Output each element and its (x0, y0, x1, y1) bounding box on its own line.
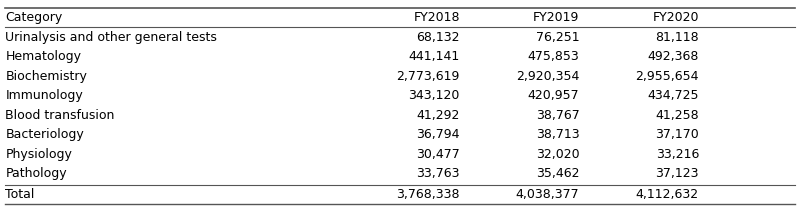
Text: 33,216: 33,216 (655, 148, 699, 161)
Text: 41,258: 41,258 (655, 109, 699, 122)
Text: Blood transfusion: Blood transfusion (6, 109, 114, 122)
Text: 343,120: 343,120 (409, 89, 460, 102)
Text: 81,118: 81,118 (655, 31, 699, 44)
Text: 434,725: 434,725 (647, 89, 699, 102)
Text: FY2020: FY2020 (653, 11, 699, 24)
Text: Urinalysis and other general tests: Urinalysis and other general tests (6, 31, 218, 44)
Text: FY2019: FY2019 (533, 11, 579, 24)
Text: 4,038,377: 4,038,377 (516, 188, 579, 201)
Text: Pathology: Pathology (6, 168, 67, 181)
Text: 76,251: 76,251 (536, 31, 579, 44)
Text: Immunology: Immunology (6, 89, 83, 102)
Text: 37,170: 37,170 (655, 128, 699, 141)
Text: Physiology: Physiology (6, 148, 72, 161)
Text: 30,477: 30,477 (416, 148, 460, 161)
Text: Biochemistry: Biochemistry (6, 70, 87, 83)
Text: 4,112,632: 4,112,632 (636, 188, 699, 201)
Text: 475,853: 475,853 (528, 50, 579, 63)
Text: Total: Total (6, 188, 34, 201)
Text: 32,020: 32,020 (536, 148, 579, 161)
Text: 2,955,654: 2,955,654 (635, 70, 699, 83)
Text: 420,957: 420,957 (528, 89, 579, 102)
Text: 37,123: 37,123 (655, 168, 699, 181)
Text: 492,368: 492,368 (647, 50, 699, 63)
Text: Bacteriology: Bacteriology (6, 128, 84, 141)
Text: Hematology: Hematology (6, 50, 82, 63)
Text: 3,768,338: 3,768,338 (396, 188, 460, 201)
Text: FY2018: FY2018 (414, 11, 460, 24)
Text: 41,292: 41,292 (417, 109, 460, 122)
Text: 38,767: 38,767 (536, 109, 579, 122)
Text: 68,132: 68,132 (416, 31, 460, 44)
Text: 38,713: 38,713 (536, 128, 579, 141)
Text: 36,794: 36,794 (416, 128, 460, 141)
Text: 33,763: 33,763 (416, 168, 460, 181)
Text: 2,920,354: 2,920,354 (516, 70, 579, 83)
Text: Category: Category (6, 11, 62, 24)
Text: 35,462: 35,462 (536, 168, 579, 181)
Text: 441,141: 441,141 (409, 50, 460, 63)
Text: 2,773,619: 2,773,619 (397, 70, 460, 83)
